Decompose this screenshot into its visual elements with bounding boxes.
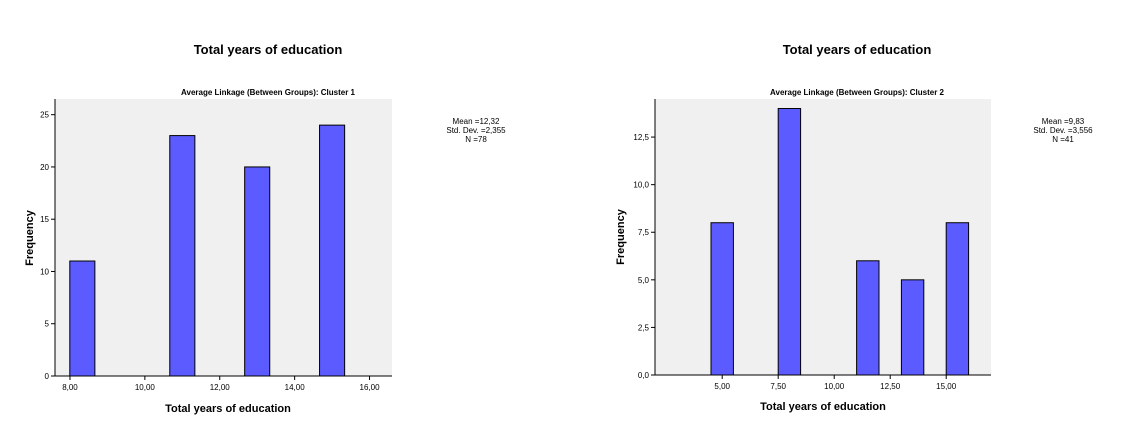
chart-subtitle: Average Linkage (Between Groups): Cluste… [181,88,356,97]
stats-n: N =78 [465,135,487,144]
x-tick-label: 16,00 [360,383,381,392]
x-tick-label: 8,00 [62,383,78,392]
chart-subtitle: Average Linkage (Between Groups): Cluste… [770,88,945,97]
x-tick-label: 5,00 [714,382,730,391]
x-tick-label: 12,00 [210,383,231,392]
x-tick-label: 15,00 [936,382,957,391]
stats-box: Mean =9,83 Std. Dev. =3,556 N =41 [1033,117,1093,144]
y-tick-label: 5,0 [638,276,650,285]
y-tick-label: 15 [40,215,49,224]
stats-mean: Mean =12,32 [453,117,500,126]
y-tick-label: 12,5 [633,133,649,142]
y-axis-label: Frequency [615,208,627,265]
histogram-bar [69,260,96,377]
y-tick-label: 20 [40,163,49,172]
y-axis-label: Frequency [24,209,36,266]
y-tick-label: 0 [45,372,50,381]
y-axis-ticks: 0,0 2,5 5,0 7,5 10,0 12,5 [633,133,655,380]
histogram-cluster-1: Total years of education Average Linkage… [24,42,506,415]
histogram-bar [319,124,346,377]
x-tick-label: 10,00 [824,382,845,391]
x-axis-label: Total years of education [165,403,291,415]
stats-std-dev: Std. Dev. =2,355 [446,126,506,135]
bar-group [69,124,346,377]
x-axis-label: Total years of education [760,401,886,413]
histogram-bar [856,260,880,376]
histogram-bar [945,222,970,376]
stats-box: Mean =12,32 Std. Dev. =2,355 N =78 [446,117,506,144]
bar-group [710,108,970,376]
x-axis-ticks: 8,00 10,00 12,00 14,00 16,00 [62,376,380,392]
x-tick-label: 10,00 [135,383,156,392]
histogram-panel-cluster-2: Total years of education Average Linkage… [560,0,1125,428]
y-tick-label: 5 [45,320,50,329]
chart-title: Total years of education [783,42,932,57]
x-tick-label: 12,50 [880,382,901,391]
histogram-cluster-2: Total years of education Average Linkage… [615,42,1093,413]
y-tick-label: 25 [40,111,49,120]
histogram-bar [900,279,925,376]
x-axis-ticks: 5,00 7,50 10,00 12,50 15,00 [714,375,957,391]
histogram-bar [710,222,734,376]
x-tick-label: 7,50 [770,382,786,391]
stats-n: N =41 [1052,135,1074,144]
y-tick-label: 10,0 [633,181,649,190]
histogram-bar [169,135,196,377]
y-axis-ticks: 0 5 10 15 20 25 [40,111,55,381]
y-tick-label: 10 [40,267,49,276]
stats-mean: Mean =9,83 [1042,117,1085,126]
y-tick-label: 7,5 [638,228,650,237]
histogram-bar [244,166,271,377]
y-tick-label: 0,0 [638,371,650,380]
stats-std-dev: Std. Dev. =3,556 [1033,126,1093,135]
histogram-panel-cluster-1: Total years of education Average Linkage… [0,0,560,428]
chart-title: Total years of education [194,42,343,57]
x-tick-label: 14,00 [285,383,306,392]
y-tick-label: 2,5 [638,323,650,332]
histogram-bar [777,108,802,376]
plot-area [655,99,991,375]
